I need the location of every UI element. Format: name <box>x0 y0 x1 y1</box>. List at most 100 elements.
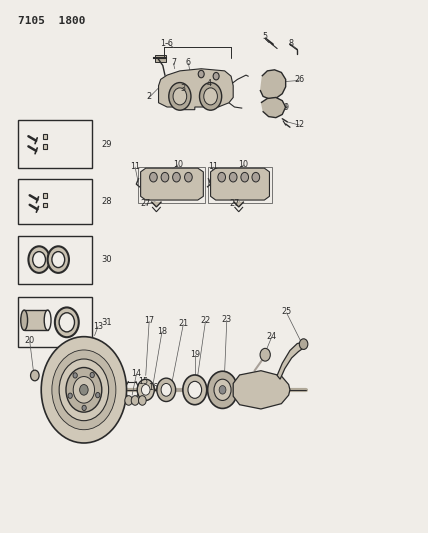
Text: 9: 9 <box>283 102 288 111</box>
Bar <box>42 144 47 149</box>
Text: 17: 17 <box>144 316 154 325</box>
Circle shape <box>198 70 204 78</box>
Circle shape <box>188 381 202 398</box>
Text: 6: 6 <box>185 59 190 67</box>
Text: 27: 27 <box>229 199 240 208</box>
Circle shape <box>213 72 219 80</box>
Circle shape <box>260 349 270 361</box>
Text: 10: 10 <box>238 160 248 169</box>
Text: 22: 22 <box>200 316 211 325</box>
Bar <box>155 55 166 62</box>
Bar <box>18 236 92 284</box>
Circle shape <box>52 252 65 268</box>
Text: 18: 18 <box>157 327 167 336</box>
Text: 2: 2 <box>147 92 152 101</box>
Circle shape <box>149 172 157 182</box>
Circle shape <box>41 337 127 443</box>
Text: 12: 12 <box>294 119 304 128</box>
Circle shape <box>241 172 249 182</box>
Circle shape <box>199 83 222 110</box>
Circle shape <box>28 246 50 273</box>
Circle shape <box>218 172 226 182</box>
Text: 20: 20 <box>25 336 35 345</box>
Bar <box>18 179 92 224</box>
Circle shape <box>59 313 74 332</box>
Circle shape <box>73 376 95 403</box>
Text: 29: 29 <box>101 140 111 149</box>
Circle shape <box>82 405 86 410</box>
Circle shape <box>59 359 109 421</box>
Circle shape <box>299 339 308 350</box>
Polygon shape <box>234 201 244 207</box>
Polygon shape <box>211 168 270 200</box>
Bar <box>43 193 47 198</box>
Bar <box>24 310 48 330</box>
Text: 27: 27 <box>141 199 151 208</box>
Bar <box>43 203 47 207</box>
Polygon shape <box>141 168 203 200</box>
Circle shape <box>208 371 238 408</box>
Circle shape <box>55 308 79 337</box>
Text: 11: 11 <box>208 162 218 171</box>
Text: 14: 14 <box>131 369 141 378</box>
Text: 10: 10 <box>173 160 183 169</box>
Text: 4: 4 <box>206 78 211 87</box>
Circle shape <box>173 88 187 105</box>
Circle shape <box>139 395 146 405</box>
Circle shape <box>157 378 175 401</box>
Circle shape <box>161 383 171 396</box>
Circle shape <box>161 172 169 182</box>
Text: 21: 21 <box>178 319 188 328</box>
Text: 5: 5 <box>263 33 268 42</box>
Polygon shape <box>277 342 304 379</box>
Text: 19: 19 <box>190 350 200 359</box>
Circle shape <box>214 379 231 400</box>
Text: 13: 13 <box>93 321 103 330</box>
Circle shape <box>90 373 94 378</box>
Circle shape <box>137 379 154 400</box>
Circle shape <box>204 88 217 105</box>
Circle shape <box>142 384 150 395</box>
Circle shape <box>52 350 116 430</box>
Polygon shape <box>233 370 290 409</box>
Bar <box>18 297 92 348</box>
Circle shape <box>229 172 237 182</box>
Text: 7: 7 <box>171 59 176 67</box>
Text: 26: 26 <box>294 75 304 84</box>
Circle shape <box>30 370 39 381</box>
Text: 24: 24 <box>267 332 276 341</box>
Ellipse shape <box>44 310 51 330</box>
Text: 23: 23 <box>222 315 232 324</box>
Text: 16: 16 <box>149 383 158 392</box>
Circle shape <box>169 83 191 110</box>
Ellipse shape <box>21 310 27 330</box>
Circle shape <box>125 395 133 405</box>
Circle shape <box>131 395 139 405</box>
Text: 31: 31 <box>101 318 112 327</box>
Circle shape <box>66 368 102 412</box>
Circle shape <box>73 373 77 378</box>
Bar <box>42 134 47 139</box>
Text: 30: 30 <box>101 255 112 264</box>
Circle shape <box>33 252 45 268</box>
Polygon shape <box>260 70 285 99</box>
Text: 3: 3 <box>181 84 186 93</box>
Bar <box>18 120 92 168</box>
Circle shape <box>184 172 192 182</box>
Text: 28: 28 <box>101 197 112 206</box>
Polygon shape <box>151 201 161 207</box>
Text: 7105  1800: 7105 1800 <box>18 16 85 26</box>
Polygon shape <box>158 69 233 110</box>
Circle shape <box>80 384 88 395</box>
Text: 1-6: 1-6 <box>160 39 173 48</box>
Text: 11: 11 <box>130 162 140 171</box>
Circle shape <box>172 172 180 182</box>
Text: 8: 8 <box>288 39 293 48</box>
Text: 25: 25 <box>281 307 291 316</box>
Circle shape <box>219 385 226 394</box>
Circle shape <box>48 246 69 273</box>
Polygon shape <box>261 98 285 118</box>
Circle shape <box>95 392 100 398</box>
Circle shape <box>183 375 207 405</box>
Circle shape <box>252 172 260 182</box>
